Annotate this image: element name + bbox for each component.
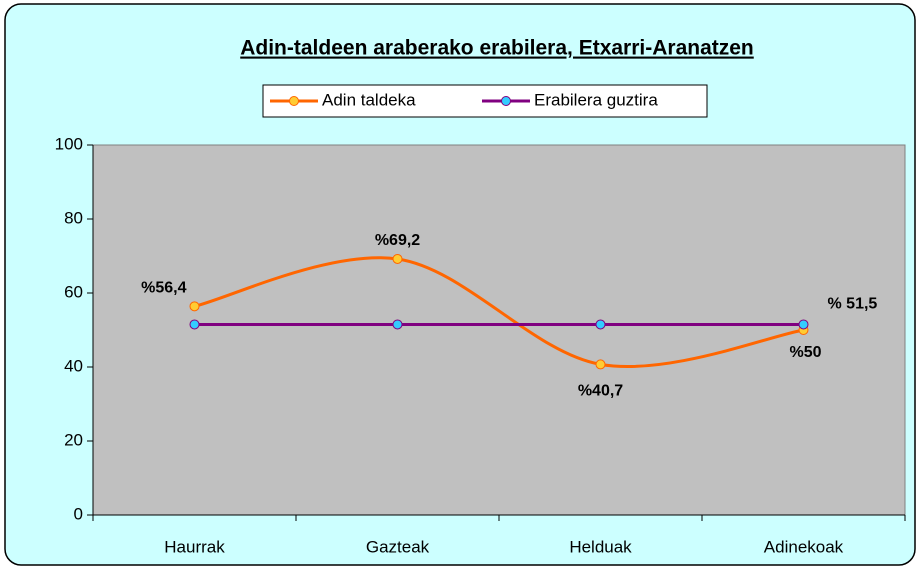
- y-tick-label: 20: [64, 430, 83, 449]
- data-point: [595, 359, 606, 370]
- y-tick-label: 60: [64, 282, 83, 301]
- legend-marker: [289, 96, 299, 106]
- data-label: %69,2: [375, 232, 420, 249]
- legend-label: Erabilera guztira: [534, 90, 658, 109]
- data-point: [392, 319, 403, 330]
- data-point: [392, 253, 403, 264]
- data-point: [189, 319, 200, 330]
- legend-marker: [501, 96, 511, 106]
- data-point: [595, 319, 606, 330]
- chart-title: Adin-taldeen araberako erabilera, Etxarr…: [240, 37, 754, 60]
- y-tick-label: 80: [64, 208, 83, 227]
- x-tick-label: Haurrak: [164, 537, 225, 556]
- data-label: % 51,5: [828, 296, 878, 313]
- data-point: [189, 301, 200, 312]
- x-tick-label: Helduak: [569, 537, 632, 556]
- data-label: %56,4: [141, 280, 186, 297]
- series-line: [194, 256, 804, 369]
- data-label: %50: [789, 344, 821, 361]
- x-tick-label: Gazteak: [366, 537, 430, 556]
- data-label: %40,7: [578, 383, 623, 400]
- y-tick-label: 0: [74, 504, 83, 523]
- x-tick-label: Adinekoak: [764, 537, 844, 556]
- legend-label: Adin taldeka: [322, 90, 416, 109]
- y-tick-label: 40: [64, 356, 83, 375]
- data-point: [798, 319, 809, 330]
- plot-area: [92, 144, 906, 516]
- y-tick-label: 100: [55, 134, 83, 153]
